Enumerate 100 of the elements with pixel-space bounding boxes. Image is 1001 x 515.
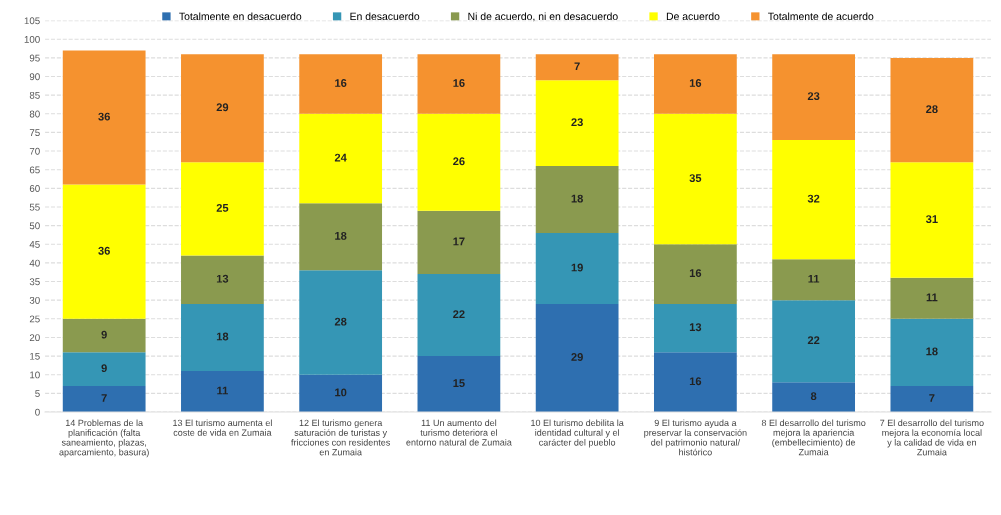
bar bbox=[654, 113, 737, 245]
legend-label: Totalmente en desacuerdo bbox=[179, 12, 302, 21]
bar bbox=[772, 382, 856, 412]
y-tick-label: 15 bbox=[30, 352, 40, 360]
bar bbox=[417, 210, 501, 275]
bar bbox=[654, 352, 737, 412]
bar bbox=[417, 356, 501, 412]
y-tick-label: 70 bbox=[29, 147, 40, 155]
bar bbox=[890, 318, 974, 386]
bar bbox=[181, 54, 264, 163]
bar bbox=[535, 233, 619, 304]
bar bbox=[299, 374, 383, 412]
x-tick-label: 12 El turismo genera saturación de turistas y fricciones con residentes en Zumaia bbox=[291, 419, 391, 456]
legend-label: De acuerdo bbox=[666, 12, 720, 21]
bar bbox=[417, 54, 501, 114]
bar bbox=[299, 113, 383, 204]
data-label: 31 bbox=[925, 215, 938, 224]
data-label: 15 bbox=[453, 379, 465, 388]
legend-label: En desacuerdo bbox=[350, 12, 420, 21]
bar bbox=[535, 54, 619, 81]
bar bbox=[62, 50, 146, 185]
data-label: 29 bbox=[571, 353, 583, 361]
data-label: 28 bbox=[334, 317, 347, 326]
data-label: 32 bbox=[807, 194, 820, 203]
bar bbox=[772, 54, 856, 140]
bar bbox=[62, 385, 146, 412]
data-label: 13 bbox=[689, 323, 702, 332]
bar bbox=[890, 385, 974, 412]
data-label: 16 bbox=[689, 79, 702, 87]
data-label: 36 bbox=[98, 246, 110, 255]
bar bbox=[654, 303, 737, 353]
data-label: 13 bbox=[216, 274, 229, 283]
data-label: 9 bbox=[101, 330, 107, 339]
bar bbox=[62, 184, 146, 319]
y-tick-label: 20 bbox=[29, 334, 40, 342]
y-tick-label: 10 bbox=[30, 371, 40, 379]
data-label: 23 bbox=[807, 92, 820, 101]
y-tick-label: 100 bbox=[24, 35, 40, 43]
y-tick-label: 35 bbox=[29, 278, 40, 286]
data-label: 19 bbox=[571, 263, 583, 272]
y-tick-label: 90 bbox=[29, 73, 40, 81]
data-label: 16 bbox=[453, 79, 465, 87]
y-tick-label: 95 bbox=[29, 54, 40, 62]
data-label: 9 bbox=[101, 364, 107, 373]
y-tick-label: 85 bbox=[29, 91, 40, 99]
y-tick-label: 5 bbox=[35, 390, 40, 397]
data-label: 25 bbox=[216, 203, 229, 212]
bar bbox=[772, 259, 856, 301]
y-tick-label: 25 bbox=[29, 315, 40, 323]
data-label: 7 bbox=[574, 62, 580, 71]
data-label: 11 bbox=[808, 274, 820, 283]
data-label: 24 bbox=[334, 153, 347, 162]
data-label: 26 bbox=[453, 157, 465, 166]
data-label: 29 bbox=[216, 103, 229, 112]
data-label: 28 bbox=[926, 105, 938, 114]
data-label: 16 bbox=[335, 79, 347, 87]
data-label: 11 bbox=[926, 293, 938, 302]
x-tick-label: 10 El turismo debilita la identidad cultural y el carácter del pueblo bbox=[531, 419, 624, 448]
y-tick-label: 80 bbox=[29, 110, 40, 118]
bar bbox=[181, 303, 264, 371]
bar bbox=[890, 277, 974, 319]
bar bbox=[181, 371, 264, 412]
data-label: 18 bbox=[216, 332, 229, 341]
bar bbox=[417, 113, 501, 211]
y-tick-label: 75 bbox=[29, 129, 40, 137]
x-tick-label: 13 El turismo aumenta el coste de vida en Zumaia bbox=[173, 419, 272, 436]
bar bbox=[890, 162, 974, 278]
x-tick-label: 11 Un aumento del turismo deteriora el entorno natural de Zumaia bbox=[406, 419, 512, 446]
data-label: 18 bbox=[335, 231, 347, 240]
data-label: 23 bbox=[571, 118, 583, 127]
y-tick-label: 105 bbox=[24, 17, 40, 25]
bar bbox=[772, 300, 856, 383]
x-tick-label: 8 El desarrollo del turismo mejora la apariencia (embellecimiento) de Zumaia bbox=[761, 419, 866, 456]
y-tick-label: 30 bbox=[29, 296, 40, 304]
data-label: 18 bbox=[926, 347, 938, 356]
x-tick-label: 14 Problemas de la planificación (falta saneamiento, plazas, aparcamiento, basura) bbox=[59, 419, 149, 458]
bar bbox=[535, 80, 619, 166]
bar bbox=[62, 318, 146, 353]
x-tick-label: 9 El turismo ayuda a preservar la conservación del patrimonio natural/ histórico bbox=[644, 419, 747, 456]
bar bbox=[62, 352, 146, 386]
x-tick-label: 7 El desarrollo del turismo mejora la economía local y la calidad de vida en Zumaia bbox=[880, 419, 984, 456]
bar bbox=[299, 54, 383, 114]
bar bbox=[181, 255, 264, 304]
legend-label: Totalmente de acuerdo bbox=[768, 12, 874, 21]
data-label: 18 bbox=[571, 194, 583, 203]
y-tick-label: 65 bbox=[29, 166, 40, 174]
data-label: 16 bbox=[689, 269, 702, 278]
bar bbox=[654, 244, 737, 304]
data-label: 22 bbox=[453, 310, 465, 318]
data-label: 11 bbox=[217, 386, 228, 395]
data-label: 7 bbox=[101, 394, 107, 402]
data-label: 10 bbox=[335, 388, 347, 397]
data-label: 17 bbox=[453, 237, 465, 246]
data-label: 8 bbox=[810, 392, 817, 401]
bar bbox=[535, 303, 619, 412]
bar bbox=[772, 139, 856, 260]
bar bbox=[654, 54, 737, 114]
bar bbox=[299, 203, 383, 271]
data-label: 16 bbox=[689, 377, 702, 386]
bar bbox=[417, 274, 501, 357]
